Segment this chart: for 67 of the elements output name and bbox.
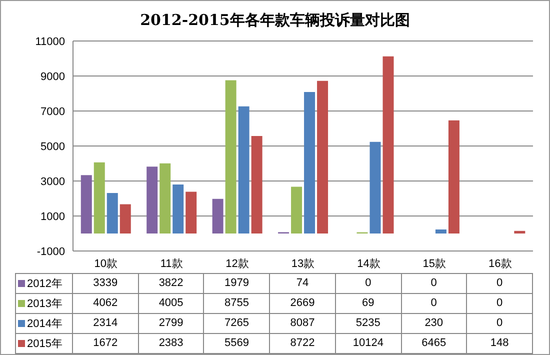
- bar: [238, 106, 250, 234]
- bar: [80, 175, 92, 234]
- bar: [317, 80, 328, 234]
- data-label: 0: [402, 294, 468, 313]
- data-label: 0: [467, 314, 533, 333]
- bar: [120, 204, 131, 234]
- data-label: 4062: [73, 294, 139, 313]
- data-label: 74: [270, 274, 336, 293]
- bar: [291, 186, 302, 234]
- bar: [186, 192, 197, 234]
- legend-label: 2013年: [27, 297, 62, 311]
- data-label: 148: [467, 334, 533, 353]
- x-tick-label: 12款: [226, 258, 249, 270]
- data-label: 8722: [270, 334, 336, 353]
- legend-label: 2014年: [27, 317, 62, 331]
- bar: [94, 162, 105, 234]
- y-tick-label: 5000: [40, 140, 65, 153]
- y-tick-label: 9000: [40, 70, 65, 83]
- bar: [160, 163, 171, 234]
- x-tick-label: 14款: [357, 258, 380, 270]
- bar: [514, 230, 526, 234]
- data-label: 1979: [204, 274, 270, 293]
- bar: [212, 198, 224, 234]
- data-label: 2314: [73, 314, 139, 333]
- data-label: 69: [336, 294, 402, 313]
- data-label: 0: [467, 294, 533, 313]
- data-label: 2799: [138, 314, 204, 333]
- data-label: 230: [402, 314, 468, 333]
- data-label: 8087: [270, 314, 336, 333]
- data-label: 0: [467, 274, 533, 293]
- data-label: 4005: [138, 294, 204, 313]
- legend-label: 2012年: [27, 277, 62, 291]
- bar: [106, 193, 118, 234]
- data-label: 5235: [336, 314, 402, 333]
- x-tick-label: 11款: [160, 258, 183, 270]
- bar: [370, 142, 381, 234]
- data-label: 2669: [270, 294, 336, 313]
- bar: [225, 80, 236, 234]
- data-label: 1672: [73, 334, 139, 353]
- data-label: 7265: [204, 314, 270, 333]
- x-tick-label: 13款: [291, 258, 315, 270]
- bar: [172, 184, 184, 234]
- y-tick-label: 7000: [40, 106, 65, 118]
- y-tick-label: 1000: [40, 210, 65, 223]
- chart-title: 2012-2015年各年款车辆投诉量对比图: [139, 11, 411, 31]
- legend-label: 2015年: [27, 337, 62, 351]
- data-label: 0: [402, 274, 468, 293]
- data-label: 3339: [73, 274, 139, 293]
- y-tick-label: 3000: [40, 176, 65, 188]
- data-label: 8755: [204, 294, 270, 313]
- x-tick-label: 10款: [94, 258, 118, 270]
- data-label: 3822: [138, 274, 204, 293]
- bar: [382, 56, 394, 234]
- bar: [435, 229, 446, 234]
- data-label: 6465: [402, 334, 468, 353]
- y-tick-label: 11000: [35, 36, 65, 48]
- data-label: 2383: [138, 334, 204, 353]
- bar: [251, 136, 262, 234]
- y-tick-label: -1000: [36, 246, 65, 258]
- x-tick-label: 16款: [488, 258, 512, 270]
- bar: [146, 166, 158, 234]
- data-label: 0: [336, 274, 402, 293]
- bar: [304, 92, 316, 234]
- bar: [448, 120, 460, 234]
- data-label: 10124: [336, 334, 402, 353]
- x-tick-label: 15款: [422, 258, 446, 270]
- data-label: 5569: [204, 334, 270, 353]
